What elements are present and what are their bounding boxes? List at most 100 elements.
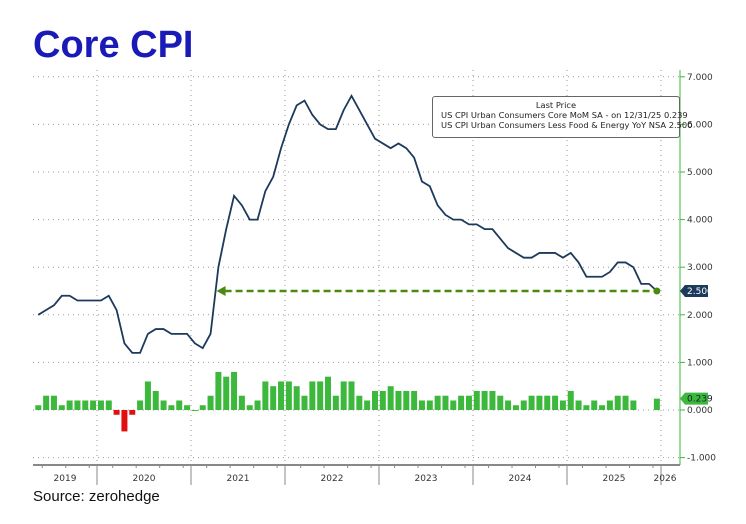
bar-mom <box>254 400 261 410</box>
bar-mom <box>364 400 371 410</box>
bar-mom <box>614 395 621 410</box>
arrow-head <box>216 286 226 296</box>
legend-label: US CPI Urban Consumers Less Food & Energ… <box>441 120 693 130</box>
bar-mom <box>58 405 65 410</box>
bar-mom <box>465 395 472 410</box>
y-tick-label: 6.000 <box>687 120 713 130</box>
bar-mom <box>356 395 363 410</box>
bar-mom <box>35 405 42 410</box>
last-price-tag-yoy <box>680 285 708 297</box>
bar-mom <box>223 376 230 410</box>
y-tick-label: 2.000 <box>687 311 713 321</box>
bar-mom <box>97 400 104 410</box>
bar-mom <box>184 405 191 410</box>
bar-mom <box>591 400 598 410</box>
bar-mom <box>191 410 198 411</box>
bar-mom <box>66 400 73 410</box>
y-tick-label: -1.000 <box>687 454 716 464</box>
line-yoy <box>37 93 658 354</box>
bar-mom <box>528 395 535 410</box>
x-tick-label: 2023 <box>415 474 438 484</box>
bar-mom <box>317 381 324 410</box>
bar-mom <box>215 371 222 410</box>
bar-mom <box>505 400 512 410</box>
bar-mom <box>630 400 637 410</box>
bar-mom <box>246 405 253 410</box>
bar-mom <box>426 400 433 410</box>
bar-mom <box>309 381 316 410</box>
y-tick-label: 3.000 <box>687 263 713 273</box>
bar-mom <box>50 395 57 410</box>
legend-header: Last Price <box>535 100 577 110</box>
bar-mom <box>418 400 425 410</box>
bar-mom <box>497 395 504 410</box>
y-tick-label: 0.000 <box>687 406 713 416</box>
bar-mom <box>74 400 81 410</box>
bar-mom <box>121 410 128 432</box>
x-tick-label: 2026 <box>654 474 677 484</box>
bar-mom <box>270 386 277 410</box>
bar-mom <box>340 381 347 410</box>
bar-mom <box>395 390 402 410</box>
bar-mom <box>512 405 519 410</box>
bar-mom <box>450 400 457 410</box>
bar-mom <box>293 386 300 410</box>
bar-mom <box>325 376 332 410</box>
x-tick-label: 2024 <box>509 474 532 484</box>
source-note: Source: zerohedge <box>33 488 160 505</box>
bar-mom <box>442 395 449 410</box>
last-price-tag-mom <box>680 392 708 405</box>
bar-mom <box>653 398 660 410</box>
bar-mom <box>552 395 559 410</box>
bar-mom <box>144 381 151 410</box>
bar-mom <box>567 390 574 410</box>
bar-mom <box>379 390 386 410</box>
bar-mom <box>129 410 136 415</box>
y-tick-label: 7.000 <box>687 73 713 83</box>
legend-label: US CPI Urban Consumers Core MoM SA - on … <box>441 110 688 120</box>
bar-mom <box>489 390 496 410</box>
bar-mom <box>481 390 488 410</box>
x-tick-label: 2021 <box>227 474 250 484</box>
y-tick-label: 4.000 <box>687 216 713 226</box>
last-price-tag-yoy-label: 2.500 <box>687 287 713 297</box>
legend-entry-mom: US CPI Urban Consumers Core MoM SA - on … <box>438 110 688 120</box>
arrow-end-dot <box>653 287 661 295</box>
bar-mom <box>348 381 355 410</box>
x-tick-label: 2020 <box>133 474 156 484</box>
bar-mom <box>105 400 112 410</box>
bar-mom <box>207 395 214 410</box>
bar-mom <box>90 400 97 410</box>
bar-mom <box>387 386 394 410</box>
bar-mom <box>160 400 167 410</box>
bar-mom <box>371 390 378 410</box>
legend-entry-yoy: US CPI Urban Consumers Less Food & Energ… <box>438 120 692 130</box>
bar-mom <box>544 395 551 410</box>
y-tick-label: 1.000 <box>687 358 713 368</box>
x-tick-label: 2019 <box>54 474 77 484</box>
bar-mom <box>285 381 292 410</box>
bar-mom <box>82 400 89 410</box>
last-price-tag-mom-label: 0.239 <box>687 395 713 405</box>
bar-mom <box>262 381 269 410</box>
bar-mom <box>168 405 175 410</box>
bar-mom <box>137 400 144 410</box>
x-tick-label: 2022 <box>321 474 344 484</box>
bar-mom <box>559 400 566 410</box>
bar-mom <box>278 381 285 410</box>
legend: Last Price US CPI Urban Consumers Core M… <box>432 96 692 138</box>
bar-mom <box>152 390 159 410</box>
bar-mom <box>536 395 543 410</box>
bar-mom <box>473 390 480 410</box>
bar-mom <box>43 395 50 410</box>
bar-mom <box>231 371 238 410</box>
page-title: Core CPI <box>33 24 194 66</box>
bar-mom <box>332 395 339 410</box>
bar-mom <box>622 395 629 410</box>
y-tick-label: 5.000 <box>687 168 713 178</box>
bar-mom <box>176 400 183 410</box>
bar-mom <box>199 405 206 410</box>
bar-mom <box>301 395 308 410</box>
bar-mom <box>520 400 527 410</box>
